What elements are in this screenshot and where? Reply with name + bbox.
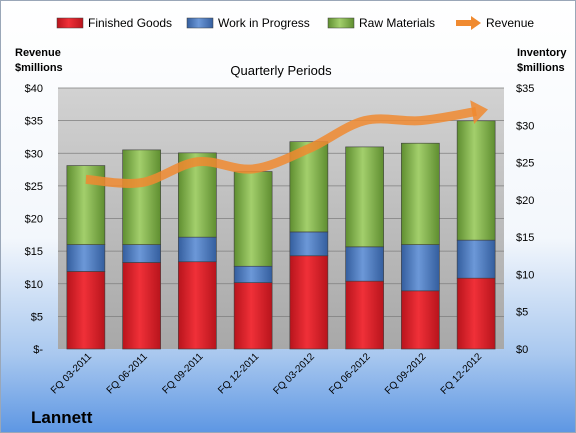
legend-swatch	[327, 17, 355, 29]
right-tick-label: $35	[516, 83, 534, 95]
bar-raw-materials	[456, 120, 496, 241]
legend-label: Work in Progress	[218, 16, 310, 30]
legend-arrowhead	[471, 16, 481, 30]
bar-raw-materials	[401, 142, 440, 245]
bar-finished-goods	[456, 277, 496, 350]
legend-swatch	[186, 17, 214, 29]
legend-label: Finished Goods	[88, 16, 172, 30]
x-tick-label: FQ 06-2012	[327, 351, 373, 397]
bar-finished-goods	[233, 282, 273, 350]
bar-finished-goods	[289, 255, 329, 350]
bar-raw-materials	[122, 149, 161, 245]
bar-work-in-progress	[66, 244, 106, 272]
right-axis-title-line2: $millions	[517, 62, 565, 74]
left-tick-label: $30	[25, 148, 43, 160]
x-tick-label: FQ 12-2012	[439, 351, 485, 397]
right-axis-title-line1: Inventory	[517, 47, 567, 59]
legend-swatch	[56, 17, 84, 29]
right-tick-label: $10	[516, 269, 534, 281]
x-tick-label: FQ 03-2012	[271, 351, 317, 397]
left-tick-label: $15	[25, 246, 43, 258]
x-tick-label: FQ 03-2011	[49, 351, 94, 396]
x-tick-label: FQ 12-2011	[216, 351, 261, 396]
legend-label: Raw Materials	[359, 16, 435, 30]
left-tick-label: $5	[31, 311, 43, 323]
right-tick-label: $25	[516, 158, 534, 170]
bar-work-in-progress	[122, 244, 161, 263]
bar-work-in-progress	[178, 236, 217, 263]
bar-finished-goods	[401, 290, 440, 350]
bar-raw-materials	[345, 146, 384, 248]
chart-title: Quarterly Periods	[230, 63, 332, 78]
bars-group	[66, 120, 496, 350]
bar-finished-goods	[66, 271, 106, 350]
right-tick-label: $30	[516, 120, 534, 132]
bar-finished-goods	[122, 262, 161, 350]
right-tick-label: $15	[516, 232, 534, 244]
legend: Finished Goods Work in Progress Raw Materi…	[56, 16, 534, 30]
left-tick-label: $25	[25, 181, 43, 193]
revenue-line-group	[85, 100, 488, 188]
x-tick-label: FQ 09-2012	[383, 351, 429, 397]
left-tick-label: $-	[33, 344, 43, 356]
right-tick-label: $5	[516, 307, 528, 319]
bar-raw-materials	[233, 171, 273, 267]
left-tick-label: $10	[25, 279, 43, 291]
bar-work-in-progress	[233, 265, 273, 283]
left-tick-label: $35	[25, 116, 43, 128]
revenue-line	[85, 107, 477, 188]
left-tick-label: $20	[25, 214, 43, 226]
x-tick-label: FQ 06-2011	[105, 351, 150, 396]
revenue-arrowhead	[470, 100, 488, 124]
bar-work-in-progress	[289, 231, 329, 257]
left-axis-title-line1: Revenue	[15, 47, 61, 59]
left-tick-label: $40	[25, 83, 43, 95]
x-tick-label: FQ 09-2011	[161, 351, 206, 396]
bar-work-in-progress	[345, 246, 384, 282]
legend-label: Revenue	[486, 16, 534, 30]
right-tick-label: $0	[516, 344, 528, 356]
company-name: Lannett	[31, 408, 93, 427]
bar-work-in-progress	[401, 244, 440, 292]
bar-work-in-progress	[456, 239, 496, 279]
bar-finished-goods	[178, 261, 217, 350]
left-axis-title-line2: $millions	[15, 62, 63, 74]
bar-finished-goods	[345, 280, 384, 350]
right-tick-label: $20	[516, 195, 534, 207]
